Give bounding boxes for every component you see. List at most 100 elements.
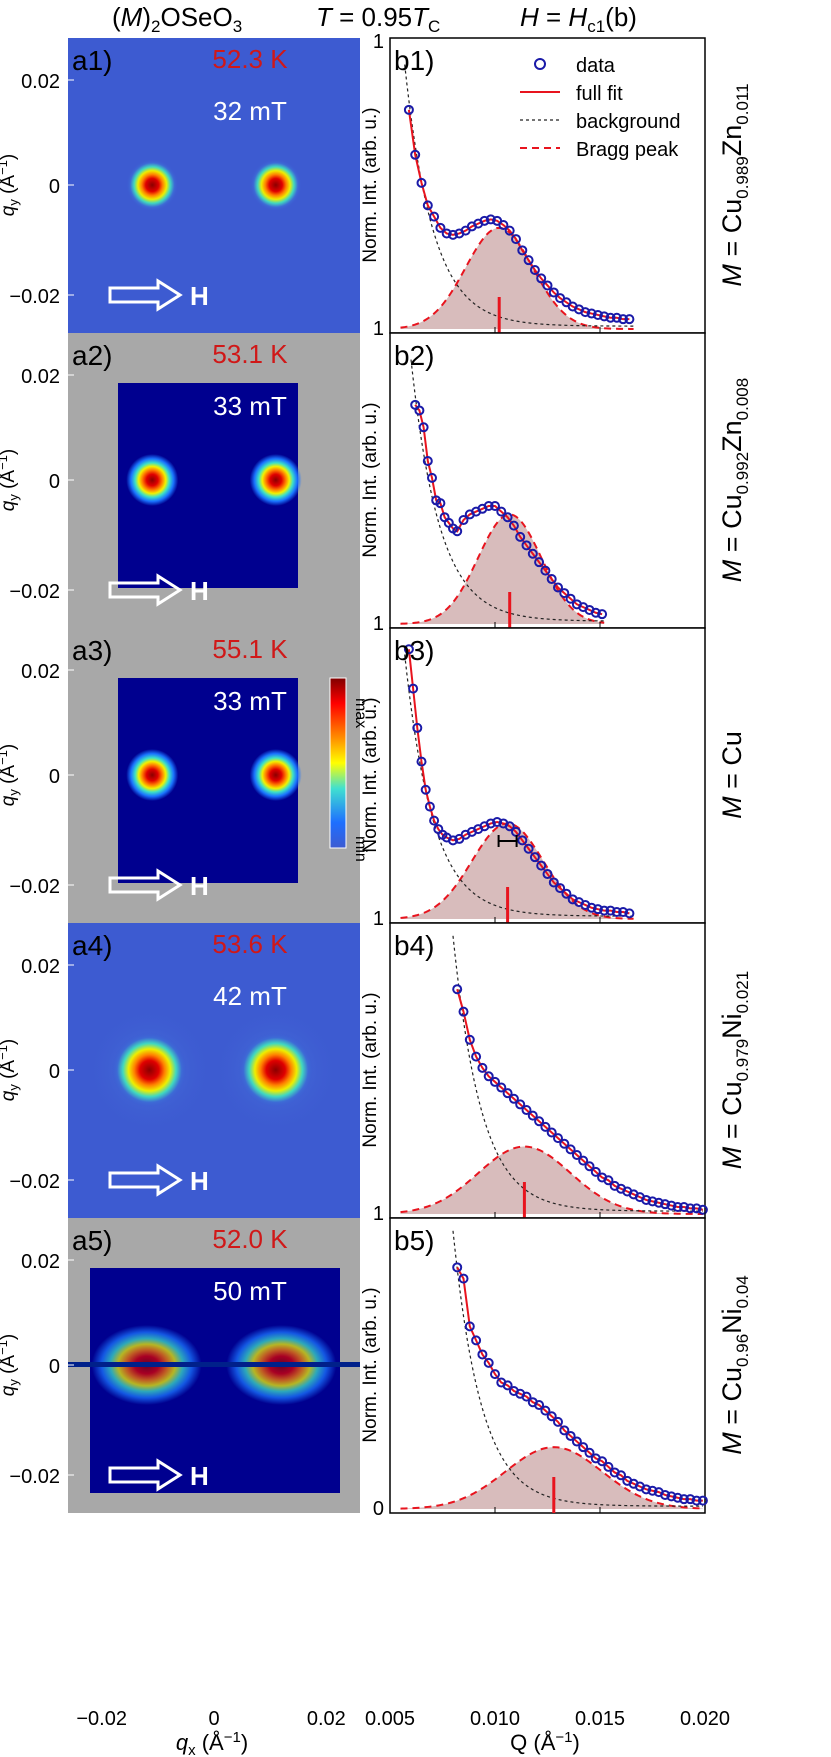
header-material-m: M xyxy=(121,2,143,32)
data-point xyxy=(578,1155,589,1166)
temperature-label: 52.0 K xyxy=(212,1224,288,1254)
x-tick-label: 0 xyxy=(208,1708,219,1730)
data-point xyxy=(561,888,572,899)
temperature-label: 53.6 K xyxy=(212,929,288,959)
data-point xyxy=(697,1204,708,1215)
y-tick-label: 0 xyxy=(49,176,60,198)
y-tick-label: −0.02 xyxy=(9,581,60,603)
bragg-spot xyxy=(249,749,302,801)
data-point xyxy=(599,905,610,916)
field-arrow-label: H xyxy=(190,1461,209,1491)
bragg-peak-area xyxy=(400,823,634,919)
data-point xyxy=(490,1369,500,1380)
y-axis-label: qy (Å−1) xyxy=(0,1039,21,1102)
map-panel-label: a4) xyxy=(72,930,112,961)
data-point xyxy=(511,234,521,245)
data-point xyxy=(546,574,557,585)
header-temp-t: T xyxy=(316,2,334,32)
data-point xyxy=(496,506,507,517)
colorbar-max-label: max xyxy=(352,698,369,728)
data-point xyxy=(452,526,463,537)
y-tick-label: 0 xyxy=(49,471,60,493)
data-point xyxy=(471,1051,482,1062)
bragg-peak-curve xyxy=(400,513,605,625)
map-panel-label: a1) xyxy=(72,45,112,76)
y-axis-label: Norm. Int. (arb. u.) xyxy=(360,992,381,1147)
data-point xyxy=(584,1161,595,1172)
data-point xyxy=(534,1400,545,1411)
data-point xyxy=(490,1076,500,1087)
resolution-bar xyxy=(497,835,518,847)
profile-panel-label: b1) xyxy=(394,45,434,76)
map-panel-label: a5) xyxy=(72,1225,112,1256)
data-point xyxy=(477,1062,488,1073)
svg-text:H = Hc1(b): H = Hc1(b) xyxy=(520,2,637,36)
y-tick-label: 1 xyxy=(373,31,384,53)
data-point xyxy=(521,1105,532,1116)
data-point xyxy=(624,908,635,919)
x-tick-label: 0.020 xyxy=(680,1708,730,1730)
profile-panel-label: b3) xyxy=(394,635,434,666)
data-point xyxy=(616,1470,626,1481)
data-point xyxy=(414,405,425,416)
data-point xyxy=(521,1391,532,1402)
field-label: 50 mT xyxy=(213,1276,287,1306)
bragg-spot xyxy=(126,749,179,801)
data-point xyxy=(641,1484,652,1495)
data-point xyxy=(416,756,427,767)
bragg-peak-area xyxy=(400,1146,703,1214)
bragg-peak-curve xyxy=(400,1145,703,1215)
bragg-spot xyxy=(126,454,179,506)
data-point xyxy=(599,311,610,322)
data-point xyxy=(571,1149,582,1160)
data-point xyxy=(691,1495,702,1506)
data-point xyxy=(523,843,534,854)
data-point xyxy=(536,273,547,284)
profile-panel-label: b5) xyxy=(394,1225,434,1256)
data-point xyxy=(672,1492,683,1503)
data-point xyxy=(580,307,591,318)
data-point xyxy=(553,1133,563,1144)
header-field-h: H xyxy=(520,2,539,32)
data-point xyxy=(529,852,540,863)
y-axis-label: qy (Å−1) xyxy=(0,154,21,217)
data-point xyxy=(527,1110,538,1121)
map-background xyxy=(68,38,360,333)
data-point xyxy=(424,801,435,812)
y-tick-label: 0 xyxy=(49,1356,60,1378)
colorbar-scale xyxy=(329,677,347,849)
field-arrow-icon xyxy=(108,573,183,607)
data-point xyxy=(584,1447,595,1458)
x-tick-label: 0.02 xyxy=(307,1708,346,1730)
data-point xyxy=(479,215,490,226)
data-point xyxy=(483,1357,494,1368)
bragg-peak-area xyxy=(400,227,634,329)
bragg-spot xyxy=(126,159,179,211)
data-point xyxy=(492,817,503,828)
header-material: OSeO xyxy=(160,2,232,32)
data-point xyxy=(553,1416,563,1427)
data-point xyxy=(485,818,496,829)
bragg-spot xyxy=(111,1032,188,1108)
data-point xyxy=(422,456,433,467)
data-point xyxy=(559,1425,570,1436)
sample-composition-label: M = Cu xyxy=(717,731,747,819)
sample-composition-label: M = Cu0.979Ni0.021 xyxy=(717,971,752,1169)
data-point xyxy=(529,264,540,275)
data-point xyxy=(441,228,452,239)
svg-text:(M)2OSeO3: (M)2OSeO3 xyxy=(112,2,242,36)
data-point xyxy=(523,255,534,266)
y-axis-label: Norm. Int. (arb. u.) xyxy=(360,107,381,262)
field-arrow-icon xyxy=(108,1458,183,1492)
data-point xyxy=(546,1411,557,1422)
data-point xyxy=(458,1273,469,1284)
data-point xyxy=(410,149,421,160)
data-point xyxy=(666,1200,677,1211)
data-point xyxy=(485,214,496,225)
field-label: 32 mT xyxy=(213,96,287,126)
data-point xyxy=(429,815,440,826)
data-point xyxy=(496,1082,507,1093)
data-point xyxy=(679,1201,689,1212)
profile-panel-4: b4) 1 Norm. Int. (arb. u.) M = Cu0.979Ni0.0… xyxy=(360,922,752,1225)
field-arrow-label: H xyxy=(190,281,209,311)
